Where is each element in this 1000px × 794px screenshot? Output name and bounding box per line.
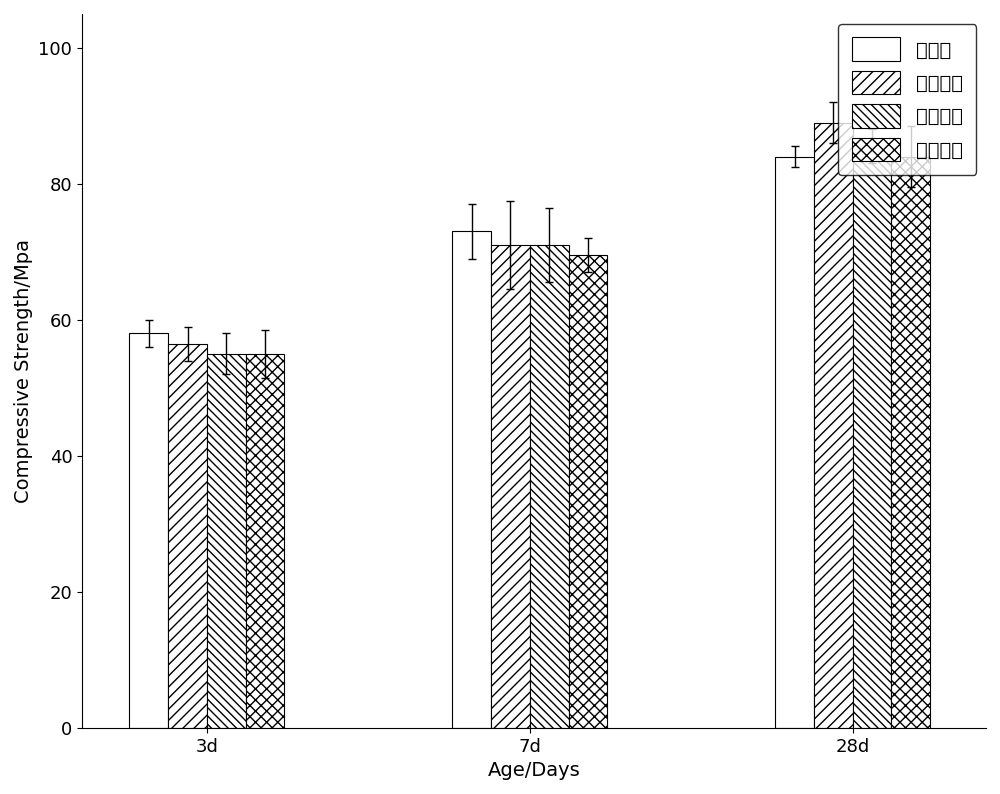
Y-axis label: Compressive Strength/Mpa: Compressive Strength/Mpa	[14, 239, 33, 503]
Bar	[129, 333, 168, 728]
Bar	[530, 245, 569, 728]
Bar	[569, 255, 607, 728]
Bar	[891, 156, 930, 728]
Bar	[246, 354, 284, 728]
Bar	[207, 354, 246, 728]
Bar	[814, 123, 853, 728]
Bar	[491, 245, 530, 728]
Bar	[452, 232, 491, 728]
Bar	[168, 344, 207, 728]
Bar	[775, 156, 814, 728]
X-axis label: Age/Days: Age/Days	[488, 761, 580, 781]
Legend: 基准组, 实施例一, 实施例二, 实施例三: 基准组, 实施例一, 实施例二, 实施例三	[838, 24, 976, 175]
Bar	[853, 146, 891, 728]
